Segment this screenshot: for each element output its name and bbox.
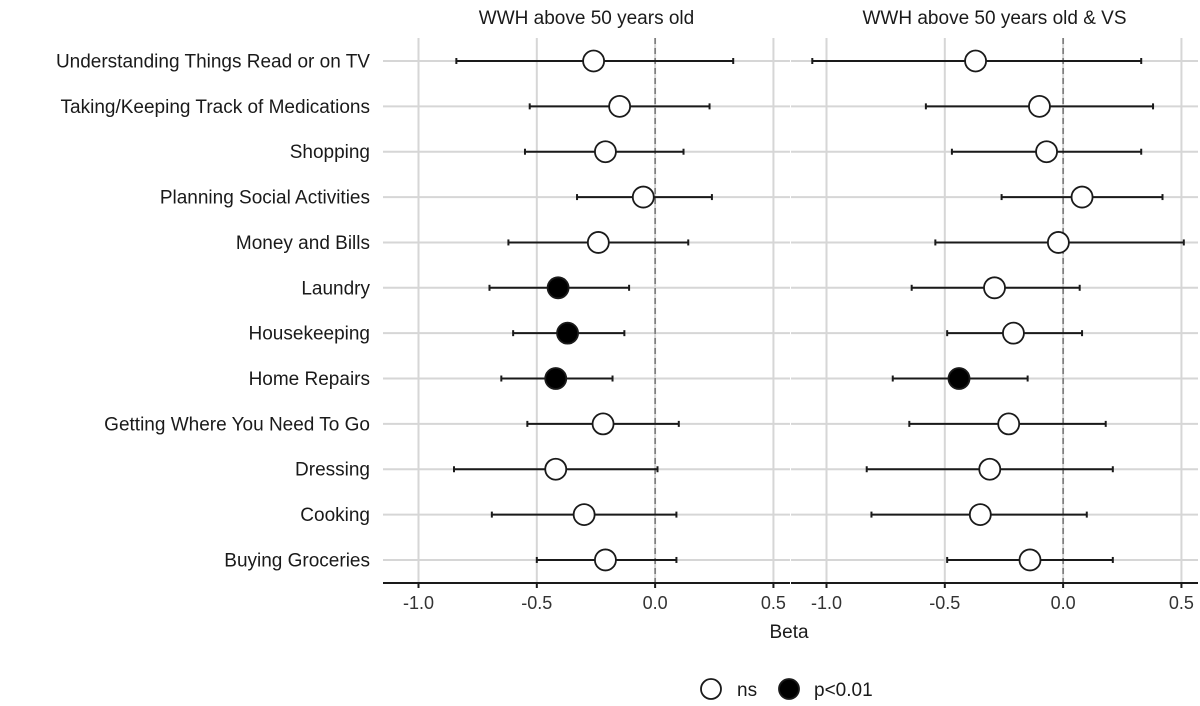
grid-layer: [383, 38, 1198, 583]
point-ns: [997, 412, 1021, 436]
point-ns: [968, 503, 992, 526]
point-ns: [572, 503, 596, 526]
x-tick-label: 0.0: [1051, 593, 1076, 613]
category-label: Understanding Things Read or on TV: [56, 52, 370, 73]
legend-significant-symbol: [778, 678, 800, 700]
point-ns: [544, 457, 568, 481]
point-ns: [1035, 140, 1058, 164]
category-label: Housekeeping: [249, 324, 370, 345]
point-ns: [1018, 548, 1042, 572]
category-label: Taking/Keeping Track of Medications: [61, 97, 370, 118]
point-ns: [594, 548, 617, 572]
point-ns: [631, 185, 655, 209]
text-layer: -1.0 -0.5 0.0 0.5 WWH above 50 years old -1.0…: [56, 8, 1194, 643]
x-tick-label: -1.0: [403, 593, 434, 613]
category-label: Buying Groceries: [224, 550, 370, 571]
category-label: Money and Bills: [236, 233, 370, 254]
x-tick-label: -1.0: [811, 593, 842, 613]
point-ns: [1028, 94, 1051, 118]
point-ns: [608, 94, 632, 118]
point-ns: [1046, 231, 1070, 254]
category-label: Cooking: [300, 505, 370, 526]
point-ns: [1070, 185, 1094, 209]
category-label: Home Repairs: [249, 369, 370, 390]
category-label: Getting Where You Need To Go: [104, 414, 370, 435]
marks-layer: [452, 49, 1185, 572]
x-axis-title: Beta: [769, 622, 809, 643]
x-tick-label: -0.5: [521, 593, 552, 613]
category-label: Shopping: [290, 142, 370, 163]
point-ns: [964, 49, 987, 73]
point-ns: [978, 457, 1002, 481]
point-ns: [594, 140, 617, 164]
x-tick-label: 0.5: [1169, 593, 1194, 613]
point-significant: [947, 367, 971, 390]
point-ns: [586, 231, 610, 254]
point-significant: [556, 321, 579, 345]
legend-ns-symbol: [700, 678, 722, 700]
legend-significant-label: p<0.01: [814, 680, 873, 701]
axes-layer: [383, 582, 1198, 588]
legend-layer: ns p<0.01: [700, 678, 873, 701]
point-ns: [591, 412, 615, 436]
point-ns: [983, 276, 1006, 300]
x-tick-label: 0.5: [761, 593, 786, 613]
panel-title: WWH above 50 years old & VS: [863, 8, 1127, 29]
panel-title: WWH above 50 years old: [479, 8, 694, 29]
point-significant: [546, 276, 570, 300]
point-significant: [544, 367, 568, 390]
x-tick-label: -0.5: [929, 593, 960, 613]
point-ns: [1002, 321, 1025, 345]
category-label: Planning Social Activities: [160, 188, 370, 209]
category-label: Laundry: [301, 278, 370, 299]
x-tick-label: 0.0: [643, 593, 668, 613]
legend-ns-label: ns: [737, 680, 757, 701]
point-ns: [582, 49, 605, 73]
category-label: Dressing: [295, 460, 370, 481]
